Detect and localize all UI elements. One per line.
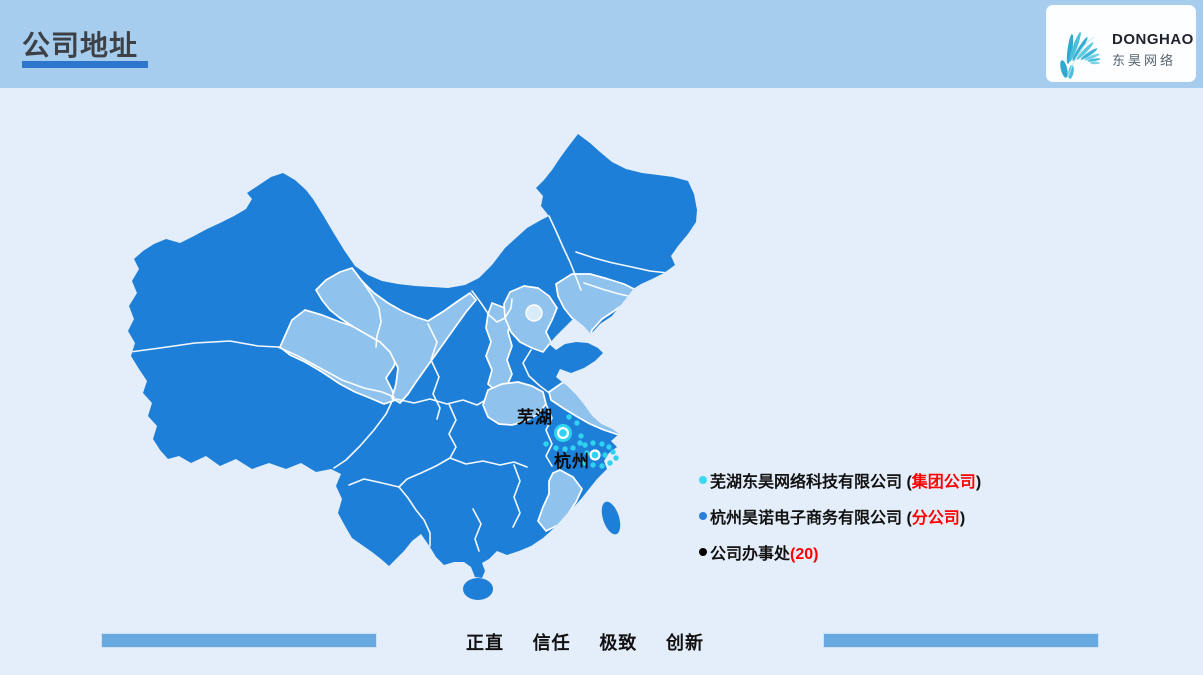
logo-text: DONGHAO 东昊网络 — [1112, 31, 1196, 69]
header-bar: 公司地址 DONGHAO 东 — [0, 0, 1203, 88]
city-label-hangzhou: 杭州 — [554, 452, 590, 471]
legend-company-type: 集团公司 — [911, 474, 976, 491]
company-logo: DONGHAO 东昊网络 — [1046, 5, 1196, 82]
capital-region — [525, 304, 543, 322]
company-values: 正直 信任 极致 创新 — [466, 629, 704, 655]
value-word: 信任 — [532, 633, 571, 653]
taiwan-island — [601, 501, 621, 535]
legend-company-type: 分公司 — [911, 510, 960, 527]
logo-subtitle: 东昊网络 — [1112, 53, 1177, 68]
legend-company-name: 杭州昊诺电子商务有限公司 — [710, 510, 903, 527]
legend-company-name: 芜湖东昊网络科技有限公司 — [710, 474, 903, 491]
blue-dot-icon — [699, 512, 707, 520]
title-underline — [22, 61, 148, 68]
legend-office-count: (20) — [790, 546, 819, 563]
value-word: 创新 — [665, 633, 704, 653]
logo-name: DONGHAO — [1112, 31, 1194, 48]
office-dots — [543, 414, 619, 469]
legend-bracket: ( — [902, 474, 912, 491]
hangzhou-branch-marker — [589, 449, 601, 461]
map-legend: 芜湖东昊网络科技有限公司 (集团公司) 杭州昊诺电子商务有限公司 (分公司) 公… — [699, 462, 981, 570]
wuhu-hq-marker — [554, 424, 572, 442]
city-label-wuhu: 芜湖 — [517, 408, 553, 427]
legend-item-branch-company: 杭州昊诺电子商务有限公司 (分公司) — [699, 498, 981, 534]
black-dot-icon — [699, 548, 707, 556]
legend-item-offices: 公司办事处(20) — [699, 534, 981, 570]
legend-bracket: ) — [959, 510, 966, 527]
value-word: 正直 — [466, 633, 504, 653]
legend-item-group-company: 芜湖东昊网络科技有限公司 (集团公司) — [699, 462, 981, 498]
decor-bar-left — [101, 633, 377, 648]
light-provinces — [279, 267, 637, 532]
legend-bracket: ( — [902, 510, 912, 527]
page-title: 公司地址 — [22, 30, 139, 61]
hainan-island — [463, 578, 493, 600]
feather-logo-icon — [1060, 31, 1101, 79]
legend-bracket: ) — [975, 474, 982, 491]
province-borders — [129, 215, 669, 552]
decor-bar-right — [823, 633, 1099, 648]
legend-office-label: 公司办事处 — [710, 546, 791, 563]
value-word: 极致 — [599, 633, 638, 653]
cyan-dot-icon — [699, 476, 707, 484]
